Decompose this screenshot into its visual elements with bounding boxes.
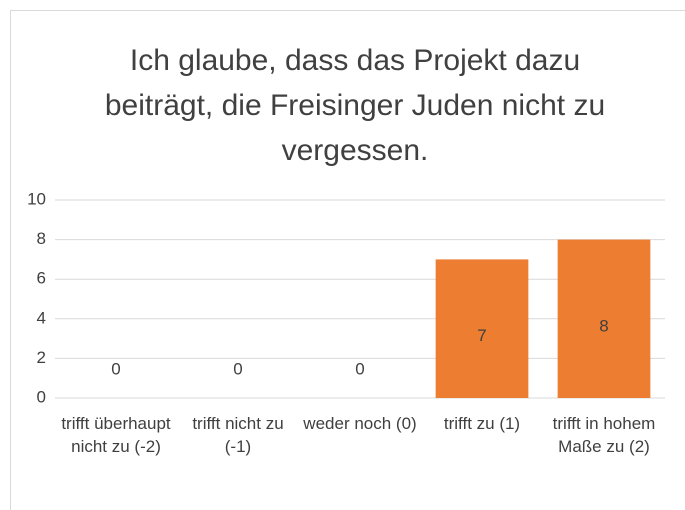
data-label: 0 — [111, 359, 120, 378]
y-tick-label: 10 — [27, 189, 46, 208]
y-tick-label: 8 — [37, 229, 46, 248]
chart-title: Ich glaube, dass das Projekt dazu beiträ… — [104, 44, 606, 167]
x-tick-label: trifft in hohem Maße zu (2) — [552, 414, 656, 456]
x-tick-label: trifft überhaupt nicht zu (-2) — [61, 414, 171, 456]
bar — [557, 239, 651, 398]
data-label: 0 — [233, 359, 242, 378]
y-tick-label: 0 — [37, 387, 46, 406]
y-tick-label: 2 — [37, 348, 46, 367]
data-label: 8 — [599, 316, 608, 335]
bar — [435, 259, 529, 398]
data-label: 0 — [355, 359, 364, 378]
y-tick-label: 6 — [37, 269, 46, 288]
x-tick-label: trifft zu (1) — [443, 414, 521, 433]
x-tick-label: trifft nicht zu (-1) — [192, 414, 284, 456]
data-label: 7 — [477, 326, 486, 345]
x-tick-label: weder noch (0) — [303, 414, 417, 433]
chart-border — [10, 10, 685, 510]
y-tick-label: 4 — [37, 308, 46, 327]
